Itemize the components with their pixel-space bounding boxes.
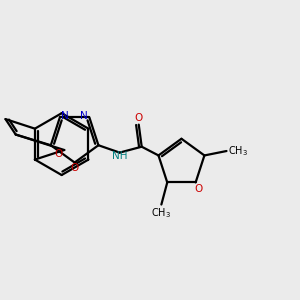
Text: O: O [135,113,143,123]
Text: CH$_3$: CH$_3$ [152,206,171,220]
Text: N: N [80,111,88,121]
Text: N: N [61,111,69,121]
Text: CH$_3$: CH$_3$ [228,144,248,158]
Text: O: O [194,184,203,194]
Text: O: O [70,164,79,173]
Text: O: O [55,148,63,158]
Text: NH: NH [112,151,128,161]
